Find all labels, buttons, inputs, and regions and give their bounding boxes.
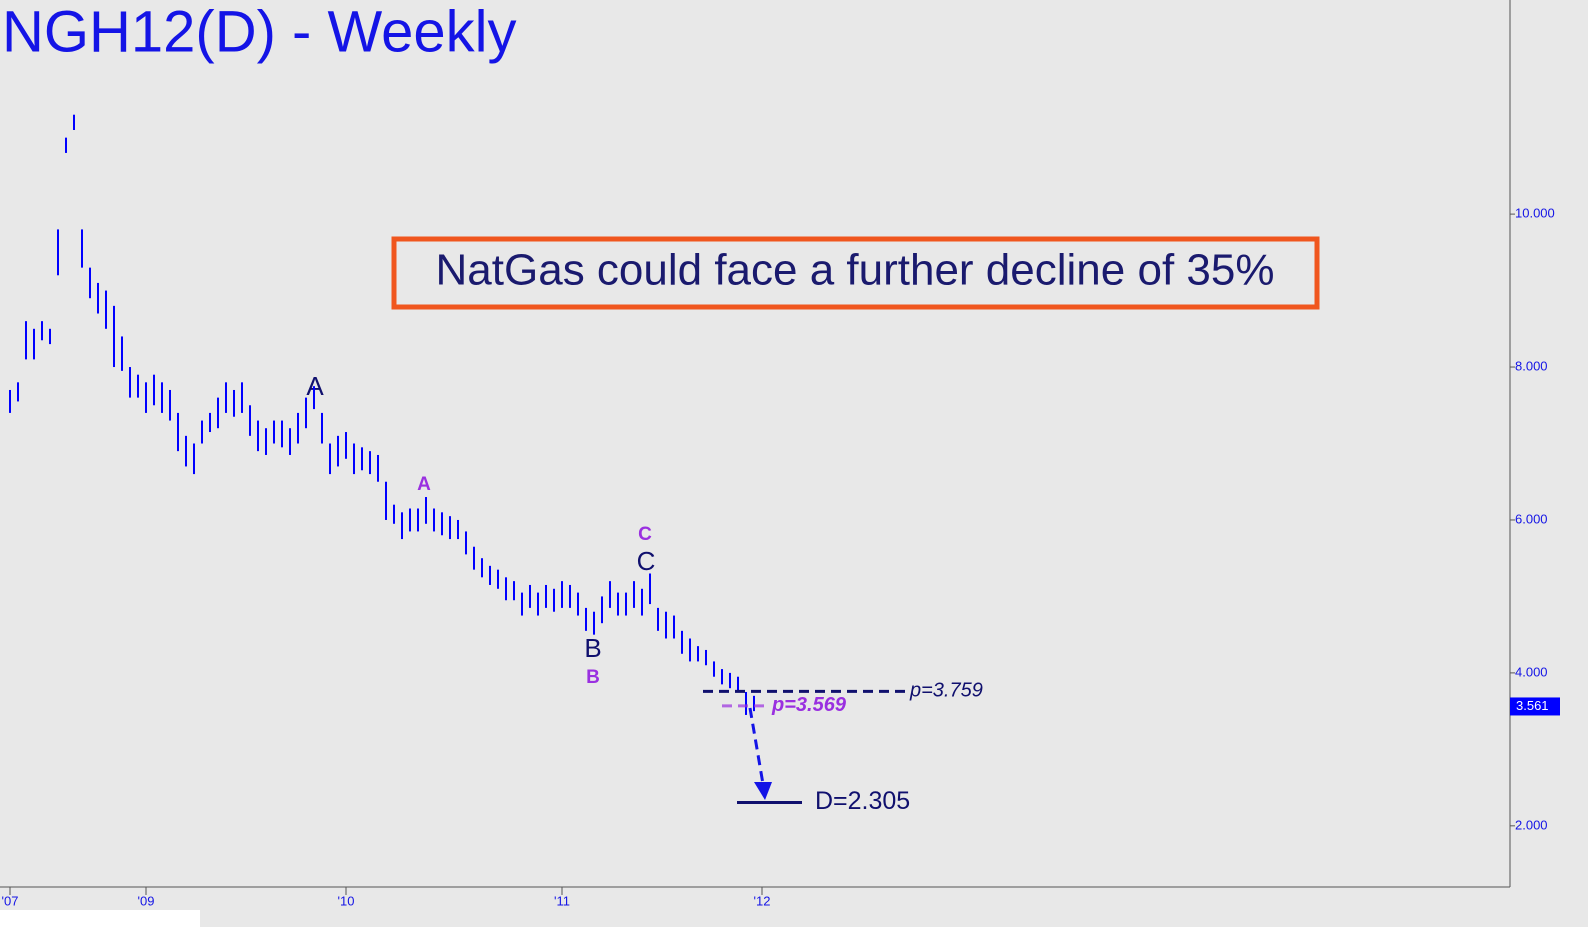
y-tick-label: 8.000 <box>1515 358 1548 373</box>
level-label: p=3.569 <box>771 694 847 716</box>
wave-label: C <box>638 524 652 545</box>
target-arrow <box>748 707 765 785</box>
last-price-label: 3.561 <box>1516 698 1549 713</box>
wave-label: C <box>637 546 656 576</box>
chart-title: NGH12(D) - Weekly <box>2 0 517 64</box>
x-tick-label: '12 <box>754 893 771 908</box>
callout-box <box>391 236 1320 310</box>
y-tick-label: 2.000 <box>1515 817 1548 832</box>
x-tick-label: '11 <box>554 893 570 908</box>
wave-label: B <box>586 667 600 688</box>
x-tick-label: '10 <box>338 893 355 908</box>
wave-label: B <box>584 633 601 663</box>
callout-text: NatGas could face a further decline of 3… <box>436 246 1275 295</box>
level-label: D=2.305 <box>815 787 910 815</box>
y-tick-label: 10.000 <box>1515 206 1555 221</box>
y-tick-label: 4.000 <box>1515 664 1548 679</box>
y-tick-label: 6.000 <box>1515 511 1548 526</box>
x-tick-label: '07 <box>2 893 19 908</box>
wave-label: A <box>417 474 431 495</box>
x-tick-label: '09 <box>138 893 155 908</box>
scrollbar <box>0 910 200 927</box>
last-price-tag <box>1510 697 1560 716</box>
level-label: p=3.759 <box>909 680 983 702</box>
arrow-head <box>754 782 772 800</box>
wave-label: A <box>306 371 324 401</box>
